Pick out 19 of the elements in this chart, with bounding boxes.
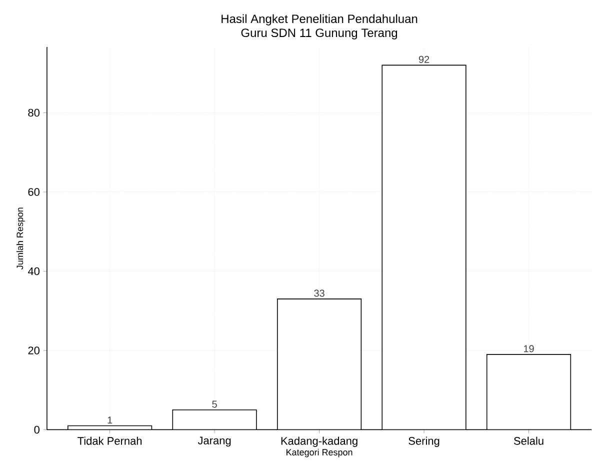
data-label: 1	[108, 416, 112, 424]
x-tick-label: Sering	[408, 436, 440, 448]
y-tick-label: 20	[28, 346, 40, 355]
y-tick-label: 40	[28, 267, 40, 276]
y-tick-label: 0	[34, 426, 40, 434]
chart-subtitle: Guru SDN 11 Gunung Terang	[241, 28, 398, 40]
data-label: 92	[418, 56, 430, 64]
data-label: 33	[314, 290, 324, 297]
y-axis-title: Jumlah Respon	[16, 208, 25, 270]
x-tick-label: Jarang	[198, 436, 231, 447]
data-label: 19	[524, 345, 534, 352]
chart-title: Hasil Angket Penelitian Pendahuluan	[222, 14, 418, 26]
y-tick-label: 60	[28, 188, 40, 196]
x-tick-label: Tidak Pernah	[78, 436, 142, 445]
x-tick-label: Kadang-kadang	[281, 436, 358, 448]
y-tick-label: 80	[28, 109, 40, 117]
x-tick-label: Selalu	[514, 436, 544, 445]
data-label: 5	[212, 400, 217, 408]
x-axis-title: Kategori Respon	[286, 449, 352, 458]
